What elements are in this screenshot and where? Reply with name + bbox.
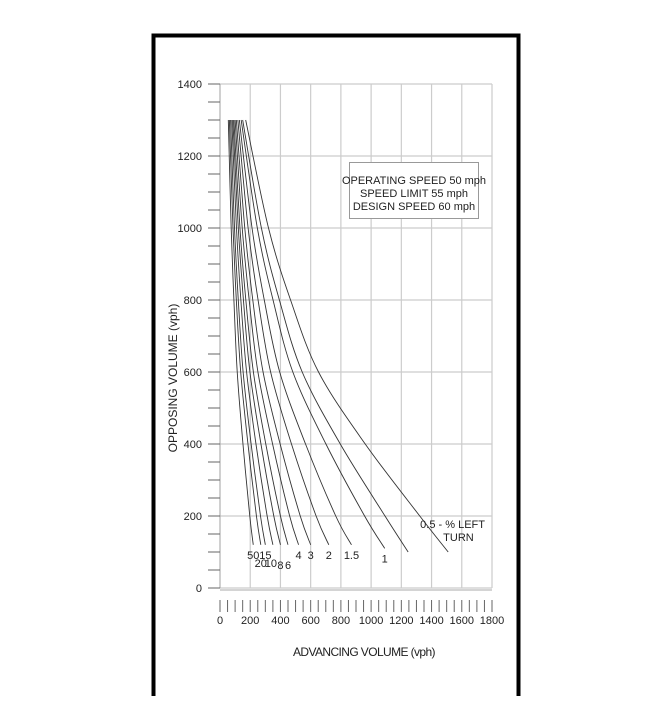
annotation-line: SPEED LIMIT 55 mph: [360, 188, 468, 200]
curve-6: [233, 119, 289, 545]
curve-label: 8: [277, 560, 283, 572]
curve-1: [240, 119, 386, 549]
y-tick-label: 600: [184, 367, 202, 379]
curve-50: [227, 119, 254, 545]
x-tick-label: 1800: [480, 615, 504, 627]
curve-3: [235, 119, 312, 545]
curve-8: [232, 119, 281, 545]
curve-label: 1.5: [344, 550, 359, 562]
x-axis-title: ADVANCING VOLUME (vph): [293, 645, 436, 659]
curve-15: [230, 119, 266, 545]
y-tick-label: 1200: [178, 151, 202, 163]
curves: [227, 119, 449, 553]
x-tick-label: 1200: [389, 615, 413, 627]
curve-label: 1: [382, 553, 388, 565]
curve-4: [234, 119, 300, 545]
grid: [219, 83, 493, 589]
x-tick-label: 1400: [419, 615, 443, 627]
curve-20: [228, 119, 262, 545]
frame: [151, 33, 521, 701]
curve-label: 6: [285, 560, 291, 572]
curve-1.5: [238, 119, 352, 546]
curve-unlabeled: [242, 119, 409, 553]
x-tick-label: 400: [271, 615, 289, 627]
y-axis-title: OPPOSING VOLUME (vph): [166, 304, 180, 453]
y-tick-label: 400: [184, 439, 202, 451]
curve-label: 4: [296, 550, 302, 562]
curve-label: 10: [265, 558, 277, 570]
y-tick-label: 1000: [178, 223, 202, 235]
curve-10: [231, 119, 274, 545]
annotation-line: OPERATING SPEED 50 mph: [342, 175, 486, 187]
x-tick-label: 0: [217, 615, 223, 627]
y-tick-label: 800: [184, 295, 202, 307]
curve-label: 3: [308, 550, 314, 562]
curve-label: 20: [255, 558, 267, 570]
y-tick-label: 0: [196, 583, 202, 595]
curve-label: TURN: [443, 532, 474, 544]
y-tick-label: 200: [184, 511, 202, 523]
curve-label: 50: [247, 550, 259, 562]
curve-2: [237, 119, 330, 545]
curve-label: 15: [259, 550, 271, 562]
x-tick-label: 1000: [359, 615, 383, 627]
axes: 0 200 400 600 800 1000 1200 1400 1600 18000200400…: [178, 79, 505, 627]
x-tick-label: 800: [332, 615, 350, 627]
x-tick-label: 600: [301, 615, 319, 627]
curve-label: 2: [326, 550, 332, 562]
y-tick-label: 1400: [178, 79, 202, 91]
curve-label: 0.5 - % LEFT: [420, 519, 485, 531]
curve-0.5: [245, 119, 449, 553]
annotation-line: DESIGN SPEED 60 mph: [353, 201, 475, 213]
x-tick-label: 1600: [450, 615, 474, 627]
annotation-box: OPERATING SPEED 50 mph SPEED LIMIT 55 mp…: [342, 162, 486, 219]
x-tick-label: 200: [241, 615, 259, 627]
